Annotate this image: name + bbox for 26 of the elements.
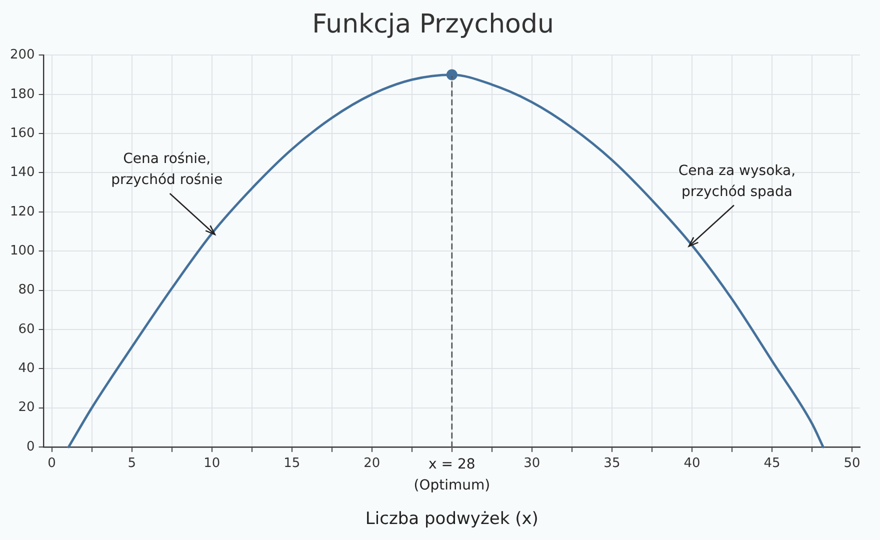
x-tick-label: 45: [764, 456, 780, 472]
x-tick-label: 40: [684, 456, 700, 472]
y-tick-label: 160: [10, 126, 35, 141]
x-tick-label: 5: [128, 456, 136, 472]
annotation: Cena za wysoka, przychód spada: [678, 162, 796, 200]
y-tick-label: 140: [10, 165, 35, 180]
y-tick-label: 20: [18, 400, 35, 416]
chart-title: Funkcja Przychodu: [312, 9, 554, 40]
y-tick-label: 100: [10, 243, 35, 258]
x-axis-title: Liczba podwyżek (x): [365, 509, 538, 530]
y-tick-label: 120: [10, 204, 35, 220]
annotation: Cena rośnie, przychód rośnie: [111, 151, 223, 188]
y-tick-label: 60: [18, 322, 35, 337]
x-tick-label: 15: [284, 456, 300, 472]
x-tick-label: 0: [48, 456, 56, 472]
y-tick-label: 200: [10, 48, 35, 63]
y-tick-label: 40: [18, 361, 35, 376]
y-tick-label: 0: [26, 439, 35, 454]
annotation: x = 28 (Optimum): [414, 456, 490, 494]
x-tick-label: 20: [364, 456, 380, 472]
x-tick-label: 30: [524, 456, 540, 472]
x-tick-label: 35: [604, 456, 620, 472]
x-tick-label: 50: [844, 456, 860, 472]
y-tick-label: 180: [10, 86, 35, 102]
y-tick-label: 80: [18, 282, 35, 298]
x-tick-label: 10: [204, 456, 220, 472]
